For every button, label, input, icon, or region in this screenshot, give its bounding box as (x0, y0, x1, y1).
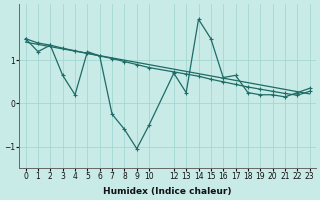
X-axis label: Humidex (Indice chaleur): Humidex (Indice chaleur) (103, 187, 232, 196)
